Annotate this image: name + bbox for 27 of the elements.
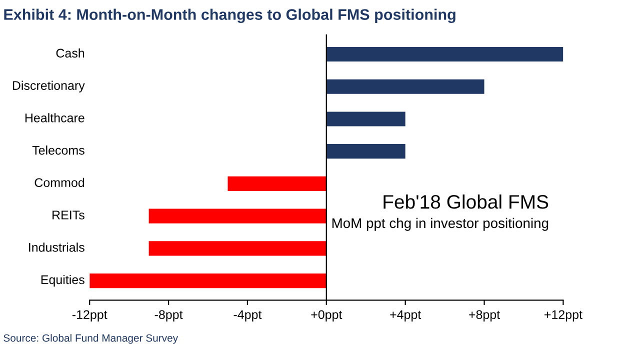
x-tick-label: +0ppt — [311, 310, 342, 322]
bar — [326, 112, 406, 126]
x-tick-label: -4ppt — [234, 310, 262, 322]
bar — [326, 46, 564, 62]
y-tick-label: Commod — [34, 178, 84, 188]
source-note: Source: Global Fund Manager Survey — [4, 334, 178, 344]
x-tick-label: -12ppt — [72, 310, 108, 322]
y-tick-label: Equities — [41, 274, 84, 287]
annotation: Feb'18 Global FMS — [384, 194, 548, 209]
bar — [326, 79, 484, 94]
x-tick-label: +4ppt — [390, 310, 422, 322]
bar — [148, 208, 326, 224]
y-tick-label: REITs — [52, 210, 84, 220]
bar — [148, 241, 326, 256]
x-tick-label: +12ppt — [544, 310, 582, 322]
y-tick-label: Discretionary — [12, 80, 85, 92]
y-tick-label: Healthcare — [25, 113, 84, 122]
y-tick-label: Telecoms — [32, 146, 84, 155]
x-tick-label: +8ppt — [469, 310, 500, 322]
bar — [90, 274, 326, 288]
bar — [326, 144, 406, 159]
annotation: MoM ppt chg in investor positioning — [332, 218, 548, 231]
x-tick-label: -8ppt — [154, 310, 183, 322]
bar — [228, 176, 326, 191]
y-tick-label: Industrials — [29, 242, 84, 252]
chart-title: Exhibit 4: Month-on-Month changes to Global FMS positioning — [4, 8, 456, 24]
y-tick-label: Cash — [56, 48, 84, 58]
